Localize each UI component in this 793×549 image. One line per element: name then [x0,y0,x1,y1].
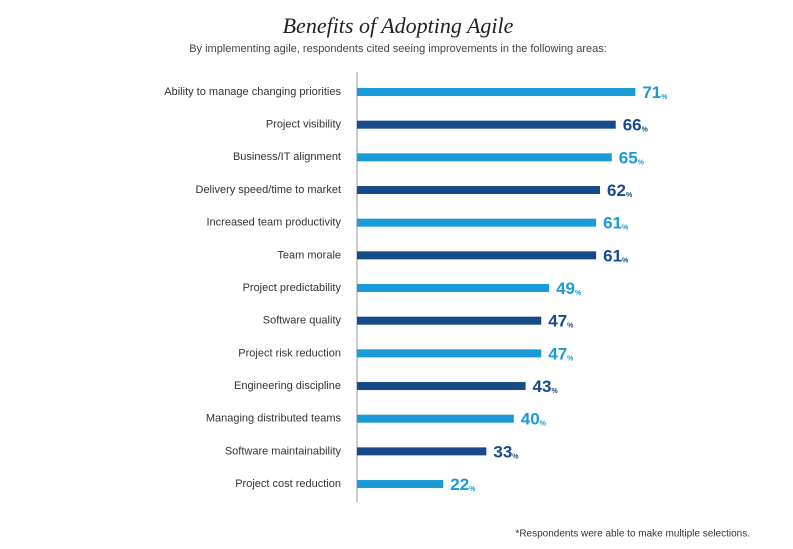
value-label: 61% [603,247,629,266]
bar [357,88,636,96]
bar [357,186,601,195]
value-unit: % [469,486,476,493]
bar [357,251,597,260]
category-label: Project risk reduction [238,347,341,359]
value-unit: % [626,192,633,199]
category-label: Project cost reduction [235,478,341,490]
value-number: 43 [533,378,552,397]
category-label: Managing distributed teams [206,413,342,425]
value-number: 61 [603,247,622,266]
value-label: 43% [533,378,559,397]
category-label: Software quality [263,315,342,327]
category-label: Delivery speed/time to market [196,184,342,196]
value-label: 33% [493,443,519,462]
value-number: 33 [493,443,512,462]
value-number: 49 [556,280,575,299]
category-label: Business/IT alignment [233,151,341,163]
chart-title: Benefits of Adopting Agile [283,13,514,38]
bar [357,153,612,162]
category-label: Project predictability [243,282,342,294]
value-number: 40 [521,410,540,429]
value-unit: % [638,159,645,166]
value-unit: % [512,453,519,460]
bar [357,316,542,325]
bar [357,284,550,293]
value-label: 47% [548,345,574,364]
value-number: 47 [548,312,567,331]
bar [357,382,526,391]
value-unit: % [540,421,547,428]
value-label: 47% [548,312,574,331]
bar [357,480,444,489]
value-number: 65 [619,149,638,168]
category-label: Project visibility [266,119,342,131]
bar [357,218,597,227]
category-label: Engineering discipline [234,380,341,392]
value-label: 65% [619,149,645,168]
value-label: 40% [521,410,547,429]
category-label: Increased team productivity [206,217,341,229]
bar [357,414,514,423]
value-number: 71 [642,83,661,102]
value-unit: % [575,290,582,297]
value-number: 22 [450,476,469,495]
value-unit: % [661,94,668,101]
footnote: *Respondents were able to make multiple … [515,529,750,540]
value-unit: % [567,323,574,330]
value-label: 61% [603,214,629,233]
value-unit: % [551,388,558,395]
value-unit: % [567,355,574,362]
value-number: 62 [607,181,626,200]
value-unit: % [622,225,629,232]
value-label: 71% [642,83,668,102]
category-label: Team morale [277,249,341,261]
value-label: 49% [556,280,582,299]
bar [357,349,542,358]
bar [357,120,616,129]
value-number: 61 [603,214,622,233]
category-label: Software maintainability [225,445,342,457]
value-number: 66 [623,116,642,135]
value-label: 22% [450,476,476,495]
value-unit: % [642,127,649,134]
category-label: Ability to manage changing priorities [164,86,341,98]
value-label: 62% [607,181,633,200]
value-label: 66% [623,116,649,135]
bar [357,447,487,456]
value-unit: % [622,257,629,264]
chart-subtitle: By implementing agile, respondents cited… [189,43,607,55]
value-number: 47 [548,345,567,364]
